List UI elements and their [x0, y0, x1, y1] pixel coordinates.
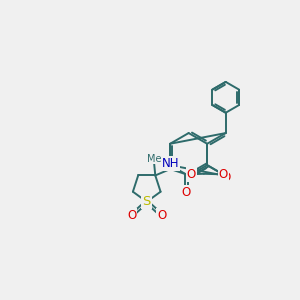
Text: O: O — [218, 168, 228, 181]
Text: O: O — [221, 171, 230, 184]
Text: O: O — [182, 186, 191, 199]
Text: O: O — [127, 209, 136, 222]
Text: S: S — [142, 195, 151, 208]
Text: Me: Me — [147, 154, 161, 164]
Text: O: O — [157, 209, 166, 222]
Text: NH: NH — [161, 157, 179, 170]
Text: O: O — [187, 168, 196, 181]
